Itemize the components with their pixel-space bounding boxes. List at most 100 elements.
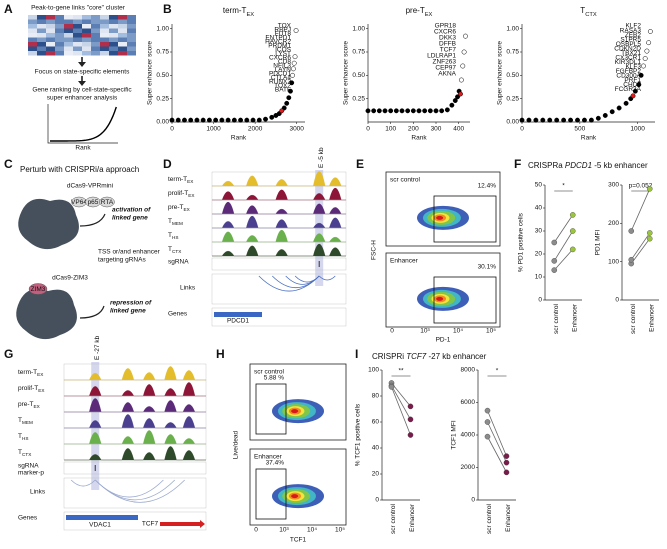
heatmap-cell xyxy=(46,37,55,42)
label-sub: HS xyxy=(22,436,28,441)
heatmap-cell xyxy=(109,51,118,56)
track-label: Genes xyxy=(18,515,38,522)
heatmap-cell xyxy=(109,28,118,33)
point xyxy=(449,102,455,108)
point xyxy=(646,186,653,192)
point xyxy=(484,407,491,414)
heatmap-cell xyxy=(100,19,109,24)
y-tick-label: 0.50 xyxy=(156,72,169,79)
point xyxy=(194,117,200,123)
gene-name: TCF7 xyxy=(142,521,159,528)
label-main: pre-T xyxy=(18,401,34,408)
label-sub: HS xyxy=(172,235,178,240)
y-tick-label: 0.75 xyxy=(156,49,169,56)
y-tick-label: 0.25 xyxy=(352,95,365,102)
gene-label: RASA3 xyxy=(620,27,642,34)
gene-label: TOX2 xyxy=(274,83,291,90)
point xyxy=(256,117,262,123)
panel-title: CRISPRi TCF7 -27 kb enhancer xyxy=(372,352,487,361)
track-label: pre-TEX xyxy=(18,401,41,409)
x-tick-label: 10⁴ xyxy=(307,527,317,534)
heatmap-cell xyxy=(127,33,136,38)
y-tick-label: 0.00 xyxy=(506,119,519,126)
heatmap-cell xyxy=(64,19,73,24)
label-main: T xyxy=(18,417,22,424)
y-tick-label: 2000 xyxy=(461,464,476,471)
link-arc xyxy=(94,479,185,503)
gene-label: LYST xyxy=(275,51,291,58)
heatmap-cell xyxy=(118,24,127,29)
y-tick-label: 30 xyxy=(535,228,543,235)
gene-label: TOX xyxy=(278,23,292,30)
arrow-head xyxy=(78,62,86,67)
panel-title: CRISPRa PDCD1 -5 kb enhancer xyxy=(528,161,648,170)
heatmap-cell xyxy=(28,33,37,38)
enhancer-label: E -27 kb xyxy=(94,335,101,360)
track-label: Genes xyxy=(168,311,188,318)
mini-axes xyxy=(47,104,118,144)
heatmap-cell xyxy=(37,28,46,33)
gene-label: CTLA4 xyxy=(271,75,292,82)
x-axis-label: Rank xyxy=(581,135,597,142)
title-part: CRISPRa xyxy=(528,161,565,170)
label-main: T xyxy=(168,232,172,239)
chart-title: term-TEX xyxy=(223,6,254,17)
track-label: sgRNA xyxy=(168,259,189,266)
y-tick-label: 0.25 xyxy=(506,95,519,102)
gene-label: PRF1 xyxy=(624,77,641,84)
step-text: super enhancer analysis xyxy=(47,95,118,102)
gene-label: PRDM1 xyxy=(268,43,291,50)
heatmap-cell xyxy=(127,24,136,29)
activation-arrow xyxy=(79,213,106,227)
heatmap-cell xyxy=(28,19,37,24)
label-sub: EX xyxy=(34,404,41,409)
y-tick-label: 100 xyxy=(368,367,379,374)
gene-label: NFIL3 xyxy=(273,63,291,70)
links-box xyxy=(63,477,207,509)
y-axis-label: PD1 MFI xyxy=(595,229,602,255)
label-main: pre-T xyxy=(168,204,184,211)
point xyxy=(399,108,405,114)
heatmap-cell xyxy=(37,33,46,38)
heatmap-cell xyxy=(37,51,46,56)
gene-label: S1PR5 xyxy=(620,36,641,43)
gene-label: CX3CR1 xyxy=(615,54,641,61)
gene-label: LAYN xyxy=(275,67,292,74)
gene-label: ICOS xyxy=(275,47,292,54)
x-tick-label: 2000 xyxy=(248,126,263,133)
x-tick-label: Enhancer xyxy=(409,503,416,532)
heatmap-cell xyxy=(109,15,118,20)
label-sub: EX xyxy=(184,207,191,212)
point xyxy=(503,469,510,476)
point xyxy=(638,72,644,78)
gene-name: VDAC1 xyxy=(89,522,111,529)
heatmap-cell xyxy=(55,33,64,38)
gene-bar xyxy=(214,312,262,317)
label-sub: CTX xyxy=(585,12,597,18)
heatmap-cell xyxy=(118,33,127,38)
heatmap-cell xyxy=(100,33,109,38)
heatmap-cell xyxy=(127,46,136,51)
gate xyxy=(255,383,287,435)
point xyxy=(640,63,646,69)
point xyxy=(484,433,491,440)
heatmap-cell xyxy=(37,19,46,24)
track-label: marker-p xyxy=(18,470,44,477)
point xyxy=(288,88,293,94)
point xyxy=(551,239,558,246)
point xyxy=(293,28,299,33)
x-tick-label: 200 xyxy=(408,126,419,133)
y-tick-label: 1.00 xyxy=(352,25,365,32)
gene-label: CD300A xyxy=(616,73,641,80)
heatmap-title: Peak-to-gene links "core" cluster xyxy=(31,5,126,12)
domain-label: ZIM3 xyxy=(31,286,46,293)
genes-box xyxy=(63,511,207,531)
label-sub: MEM xyxy=(172,221,183,226)
track-signal xyxy=(64,382,206,397)
x-tick-label: 10⁴ xyxy=(453,328,463,335)
heatmap-cell xyxy=(127,19,136,24)
point xyxy=(284,100,290,106)
point xyxy=(561,117,567,123)
flow-label: scr control xyxy=(390,177,421,184)
point xyxy=(452,98,458,103)
